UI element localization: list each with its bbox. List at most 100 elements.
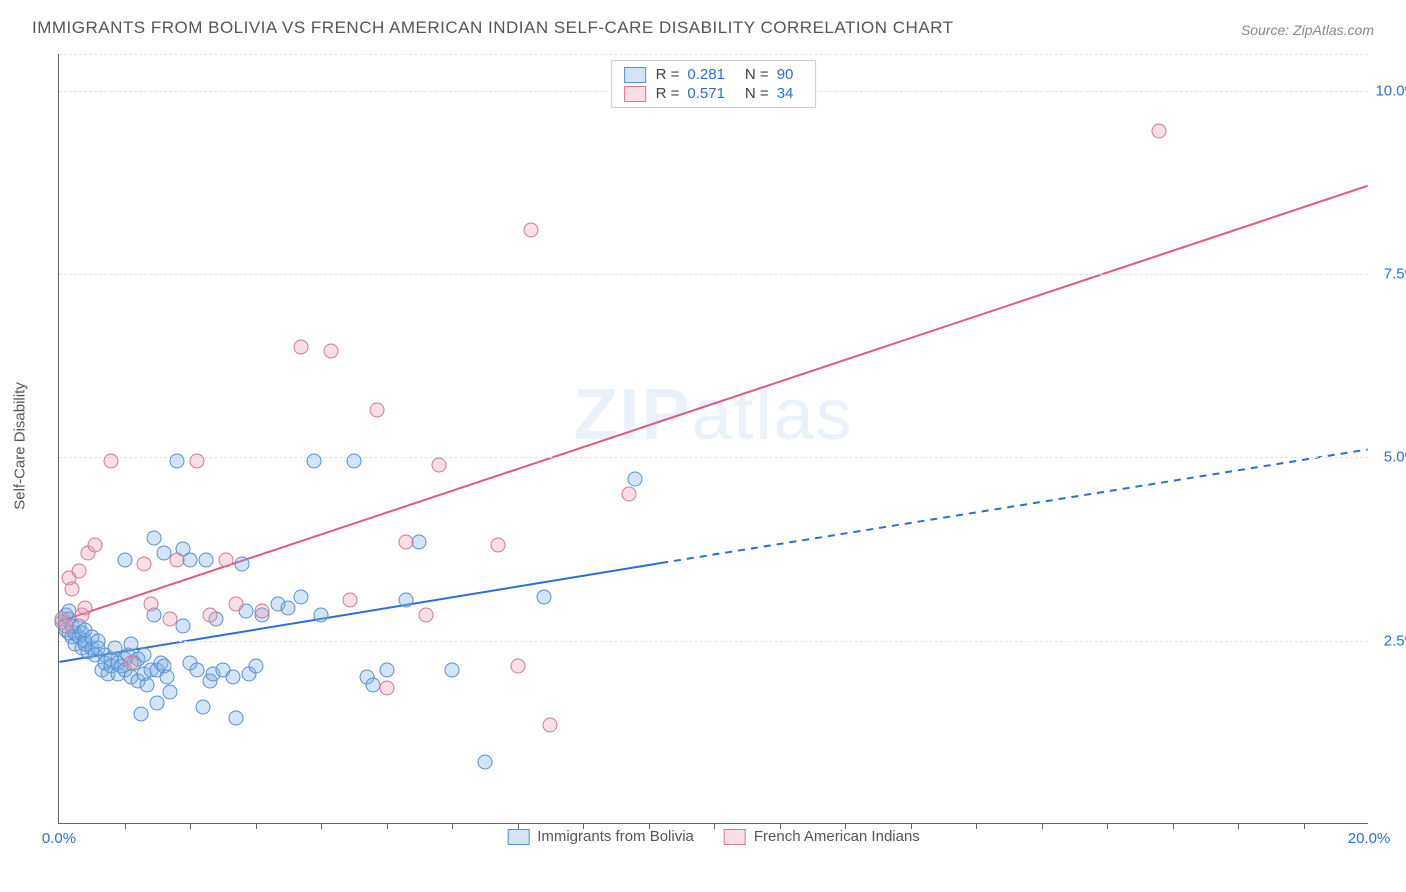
- data-point-french: [510, 659, 525, 674]
- x-tick-mark: [256, 823, 257, 829]
- data-point-bolivia: [133, 707, 148, 722]
- stat-n-label: N =: [745, 85, 769, 102]
- data-point-french: [137, 556, 152, 571]
- stats-row: R =0.281N =90: [624, 65, 804, 84]
- legend-label: Immigrants from Bolivia: [537, 828, 694, 845]
- data-point-french: [189, 454, 204, 469]
- data-point-bolivia: [150, 696, 165, 711]
- stats-row: R = 0.571 N = 34: [624, 84, 804, 103]
- data-point-bolivia: [183, 553, 198, 568]
- data-point-bolivia: [235, 556, 250, 571]
- stat-n-value: 34: [777, 85, 794, 102]
- legend-swatch: [724, 829, 746, 845]
- x-tick-mark: [976, 823, 977, 829]
- series-swatch: [624, 67, 646, 83]
- gridline: [59, 274, 1368, 275]
- x-tick-mark: [780, 823, 781, 829]
- trend-line: [59, 186, 1367, 622]
- stats-legend-box: R = 0.281 N = 90R = 0.571 N = 34: [611, 60, 817, 108]
- stat-n-label: N =: [745, 66, 769, 83]
- y-tick-label: 10.0%: [1375, 82, 1406, 99]
- x-tick-mark: [1042, 823, 1043, 829]
- data-point-french: [65, 582, 80, 597]
- stat-r-value: 0.281: [687, 66, 725, 83]
- data-point-bolivia: [477, 754, 492, 769]
- x-tick-label: 20.0%: [1348, 830, 1391, 847]
- data-point-bolivia: [346, 454, 361, 469]
- data-point-french: [143, 597, 158, 612]
- data-point-bolivia: [445, 663, 460, 678]
- x-tick-mark: [1304, 823, 1305, 829]
- data-point-french: [343, 593, 358, 608]
- data-point-french: [431, 457, 446, 472]
- data-point-french: [255, 604, 270, 619]
- data-point-french: [323, 344, 338, 359]
- x-tick-mark: [190, 823, 191, 829]
- gridline: [59, 457, 1368, 458]
- data-point-french: [294, 340, 309, 355]
- data-point-bolivia: [228, 710, 243, 725]
- data-point-bolivia: [314, 608, 329, 623]
- data-point-bolivia: [412, 534, 427, 549]
- x-tick-mark: [1238, 823, 1239, 829]
- x-tick-mark: [911, 823, 912, 829]
- data-point-bolivia: [281, 600, 296, 615]
- trend-lines-layer: [59, 54, 1368, 823]
- legend-item: French American Indians: [724, 828, 920, 845]
- stat-r-label: R =: [656, 85, 680, 102]
- data-point-bolivia: [379, 663, 394, 678]
- data-point-bolivia: [137, 648, 152, 663]
- legend-label: French American Indians: [754, 828, 920, 845]
- data-point-french: [621, 487, 636, 502]
- watermark-atlas: atlas: [691, 375, 853, 455]
- data-point-bolivia: [307, 454, 322, 469]
- watermark-zip: ZIP: [573, 375, 691, 455]
- data-point-french: [163, 611, 178, 626]
- data-point-bolivia: [140, 677, 155, 692]
- x-tick-mark: [452, 823, 453, 829]
- data-point-bolivia: [536, 589, 551, 604]
- data-point-bolivia: [91, 633, 106, 648]
- data-point-french: [418, 608, 433, 623]
- stat-r-value: 0.571: [687, 85, 725, 102]
- source-text: Source: ZipAtlas.com: [1241, 22, 1374, 38]
- data-point-bolivia: [146, 531, 161, 546]
- chart-title: IMMIGRANTS FROM BOLIVIA VS FRENCH AMERIC…: [32, 18, 954, 38]
- x-tick-label: 0.0%: [42, 830, 76, 847]
- data-point-bolivia: [189, 663, 204, 678]
- y-axis-label: Self-Care Disability: [12, 382, 29, 510]
- data-point-french: [543, 718, 558, 733]
- legend-item: Immigrants from Bolivia: [507, 828, 694, 845]
- gridline: [59, 641, 1368, 642]
- series-swatch: [624, 86, 646, 102]
- bottom-legend: Immigrants from Bolivia French American I…: [507, 828, 920, 845]
- data-point-bolivia: [248, 659, 263, 674]
- x-tick-mark: [583, 823, 584, 829]
- data-point-bolivia: [196, 699, 211, 714]
- data-point-french: [202, 608, 217, 623]
- x-tick-mark: [714, 823, 715, 829]
- data-point-french: [88, 538, 103, 553]
- stat-n-value: 90: [777, 66, 794, 83]
- data-point-bolivia: [199, 553, 214, 568]
- data-point-french: [71, 564, 86, 579]
- data-point-french: [169, 553, 184, 568]
- data-point-bolivia: [163, 685, 178, 700]
- data-point-french: [219, 553, 234, 568]
- x-tick-mark: [321, 823, 322, 829]
- data-point-bolivia: [169, 454, 184, 469]
- data-point-bolivia: [628, 472, 643, 487]
- y-tick-label: 5.0%: [1384, 449, 1406, 466]
- legend-swatch: [507, 829, 529, 845]
- x-tick-mark: [387, 823, 388, 829]
- data-point-bolivia: [124, 637, 139, 652]
- data-point-bolivia: [225, 670, 240, 685]
- data-point-french: [490, 538, 505, 553]
- x-tick-mark: [649, 823, 650, 829]
- trend-line: [661, 449, 1367, 563]
- data-point-french: [228, 597, 243, 612]
- data-point-french: [1152, 124, 1167, 139]
- data-point-bolivia: [160, 670, 175, 685]
- y-tick-label: 7.5%: [1384, 266, 1406, 283]
- data-point-french: [399, 534, 414, 549]
